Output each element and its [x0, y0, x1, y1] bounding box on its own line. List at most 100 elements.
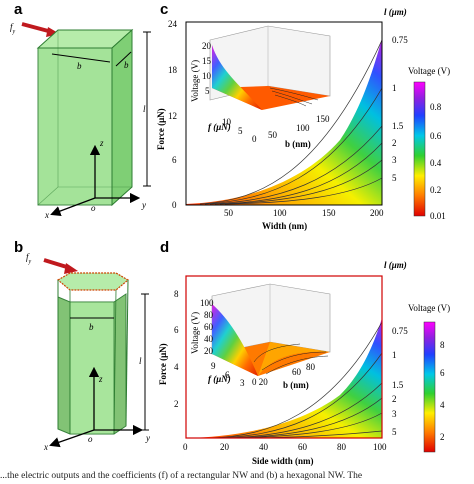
colorbar-d	[423, 321, 436, 453]
xtick-c: 100	[273, 208, 287, 218]
ytick-d: 2	[174, 399, 179, 409]
force-surface-d	[186, 318, 382, 438]
inset-ftick-d: 9	[211, 361, 216, 371]
panel-c-letter: c	[160, 1, 168, 18]
inset-ztick-d: 40	[204, 334, 214, 344]
panel-a: a fy b b l z x y o	[10, 1, 151, 220]
inset-ftick-c: 0	[252, 134, 257, 144]
contour-lines-c	[199, 39, 383, 205]
inset-btick-d: 80	[306, 362, 316, 372]
panel-b-letter: b	[14, 239, 23, 256]
l-value-c: 0.75	[392, 35, 408, 45]
force-surface-c	[186, 38, 382, 205]
ytick-c: 12	[168, 111, 177, 121]
inset-ztick-c: 5	[205, 86, 210, 96]
ytick-c: 24	[168, 19, 178, 29]
inset-ztick-c: 20	[202, 41, 212, 51]
xtick-c: 50	[224, 208, 234, 218]
panel-d-letter: d	[160, 239, 169, 256]
inset-flabel-c: f (μN)	[208, 122, 231, 132]
xlabel-c: Width (nm)	[262, 221, 307, 231]
prism-front-a	[37, 47, 113, 206]
dim-l-a: l	[143, 104, 146, 114]
inset-btick-c: 50	[268, 130, 278, 140]
colorbar-tick-d: 4	[440, 400, 445, 410]
inset-flabel-d: f (μN)	[208, 374, 231, 384]
l-value-c: 5	[392, 173, 397, 183]
inset-zlabel-d: Voltage (V)	[190, 312, 200, 354]
dim-b1-a: b	[77, 61, 82, 71]
l-header-c: l (μm)	[384, 7, 407, 17]
xlabel-d: Side width (nm)	[252, 456, 314, 466]
ytick-d: 4	[174, 362, 179, 372]
axis-y-b: y	[145, 433, 150, 443]
axis-y-a: y	[141, 200, 146, 210]
xtick-d: 80	[337, 442, 347, 452]
inset-blabel-d: b (nm)	[283, 380, 309, 390]
axis-x-a: x	[44, 210, 49, 220]
hex-prism-top-b	[56, 272, 130, 291]
colorbar-tick-c: 0.4	[430, 158, 442, 168]
l-value-d: 3	[392, 409, 397, 419]
l-value-d: 1.5	[392, 380, 404, 390]
prism-side-a	[111, 28, 133, 207]
colorbar-tick-c: 0.8	[430, 102, 442, 112]
colorbar-tick-d: 6	[440, 368, 445, 378]
colorbar-title-c: Voltage (V)	[408, 66, 450, 76]
l-value-c: 3	[392, 155, 397, 165]
l-value-c: 1	[392, 83, 397, 93]
colorbar-tick-d: 8	[440, 340, 445, 350]
xtick-d: 60	[298, 442, 308, 452]
dim-b-b: b	[89, 322, 94, 332]
l-value-d: 1	[392, 350, 397, 360]
colorbar-c	[413, 81, 426, 217]
colorbar-title-d: Voltage (V)	[408, 303, 450, 313]
figure-caption: ...the electric outputs and the coeffici…	[0, 471, 363, 481]
inset-surface-d	[212, 304, 258, 376]
l-value-c: 2	[392, 138, 397, 148]
colorbar-tick-c: 0.2	[430, 185, 441, 195]
l-value-d: 0.75	[392, 326, 408, 336]
xtick-c: 150	[322, 208, 336, 218]
force-label-b: fy	[26, 252, 32, 265]
plot-frame-c	[185, 21, 383, 206]
force-label-a: fy	[10, 22, 16, 35]
axis-x-b: x	[43, 442, 48, 452]
force-arrow-a	[21, 22, 53, 34]
xtick-d: 100	[373, 442, 387, 452]
plot-frame-d	[185, 275, 383, 439]
inset-3d-c: 20 15 10 5 Voltage (V) 10 5 0 f (μN) 50 …	[190, 25, 331, 149]
origin-b: o	[88, 434, 93, 444]
l-header-d: l (μm)	[384, 260, 407, 270]
inset-surface-c	[212, 45, 262, 110]
ytick-c: 0	[172, 200, 177, 210]
inset-ztick-c: 10	[202, 71, 212, 81]
axis-z-a: z	[99, 138, 104, 148]
l-value-c: 1.5	[392, 121, 404, 131]
inset-ftick-c: 10	[222, 117, 232, 127]
colorbar-tick-c: 0.6	[430, 131, 442, 141]
xtick-d: 20	[220, 442, 230, 452]
inset-btick-c: 100	[296, 123, 310, 133]
ytick-d: 6	[174, 325, 179, 335]
ytick-c: 18	[168, 65, 178, 75]
panel-b: b fy b l z x y o	[14, 239, 150, 452]
inset-ztick-d: 80	[204, 310, 214, 320]
inset-btick-c: 150	[316, 114, 330, 124]
inset-btick-d: 0 20	[252, 377, 268, 387]
inset-ztick-c: 15	[202, 56, 212, 66]
inset-btick-d: 60	[292, 367, 302, 377]
inset-ztick-d: 100	[200, 298, 214, 308]
ylabel-c: Force (μN)	[156, 108, 166, 150]
inset-3d-d: 100 80 60 40 20 Voltage (V) 9 6 3 f (μN)…	[190, 283, 331, 390]
inset-zlabel-c: Voltage (V)	[190, 60, 200, 102]
panel-a-letter: a	[14, 1, 23, 18]
l-value-d: 2	[392, 394, 397, 404]
l-value-d: 5	[392, 427, 397, 437]
inset-ftick-c: 5	[238, 126, 243, 136]
inset-ftick-d: 3	[240, 378, 245, 388]
colorbar-tick-c: 0.01	[430, 211, 446, 221]
colorbar-tick-d: 2	[440, 432, 445, 442]
inset-ftick-d: 6	[225, 370, 230, 380]
